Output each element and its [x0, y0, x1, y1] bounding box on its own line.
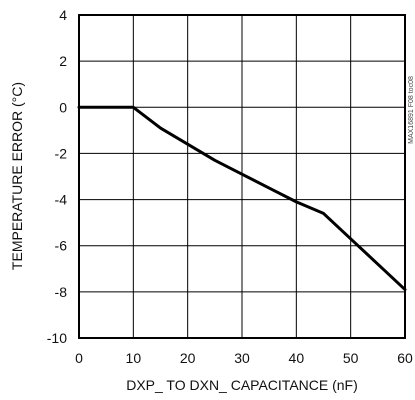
series-line-temperature-error [77, 105, 407, 292]
y-tick-label: -8 [55, 284, 68, 300]
y-tick-label: -2 [55, 145, 68, 161]
y-tick-label: 4 [59, 7, 67, 23]
y-tick-label: 2 [59, 53, 67, 69]
x-tick-label: 30 [234, 350, 250, 366]
x-tick-label: 40 [289, 350, 305, 366]
x-tick-label: 50 [343, 350, 359, 366]
x-tick-label: 0 [75, 350, 83, 366]
x-tick-label: 20 [180, 350, 196, 366]
x-tick-label: 10 [126, 350, 142, 366]
y-tick-label: -6 [55, 238, 68, 254]
y-tick-label: -4 [55, 192, 68, 208]
plot-frame [78, 14, 406, 339]
x-tick-label: 60 [397, 350, 413, 366]
x-axis-title: DXP_ TO DXN_ CAPACITANCE (nF) [126, 377, 358, 393]
y-tick-label: -10 [47, 330, 67, 346]
grid [79, 15, 405, 338]
y-tick-label: 0 [59, 99, 67, 115]
figure-code-label: MAX16891 F08 toc08 [408, 76, 415, 144]
y-axis-title: TEMPERATURE ERROR (°C) [9, 82, 25, 270]
